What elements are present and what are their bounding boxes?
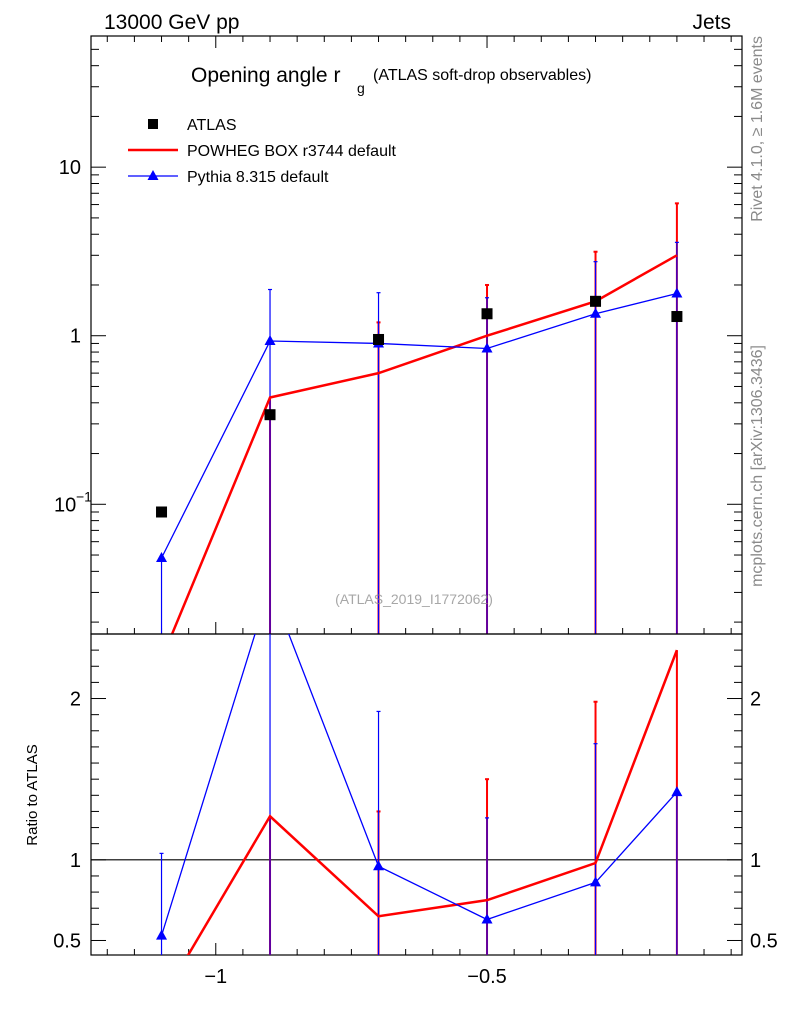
x-tick-label: −1 [204, 966, 227, 988]
ratio-y-axis-label: Ratio to ATLAS [24, 744, 41, 845]
atlas-data-point [156, 506, 168, 518]
y-tick-label: 10 [54, 494, 76, 516]
atlas-data-point [264, 409, 276, 421]
main-series-lines [160, 254, 678, 634]
legend: ATLAS POWHEG BOX r3744 default Pythia 8.… [128, 117, 397, 186]
ratio-y-tick-label-right: 0.5 [750, 930, 778, 952]
ratio-axis-ticks [91, 633, 742, 955]
ratio-series-lines [160, 634, 679, 955]
ratio-plot-panel: 0.5 0.5 1 1 2 2 −1 −0.5 [53, 633, 778, 988]
legend-label-powheg: POWHEG BOX r3744 default [187, 143, 397, 160]
pythia-marker [590, 307, 602, 318]
legend-marker-pythia [147, 170, 159, 180]
chart-title-subscript: g [357, 80, 365, 96]
pythia-marker [671, 287, 683, 298]
ratio-error-bars [159, 634, 678, 955]
pythia-marker [264, 335, 276, 346]
pythia-marker [156, 552, 168, 563]
pythia-ratio-marker [481, 913, 493, 924]
ratio-plot-frame [90, 633, 743, 956]
header-category-label: Jets [692, 11, 731, 34]
analysis-id-watermark: (ATLAS_2019_I1772062) [335, 591, 493, 607]
pythia-ratio-marker [156, 929, 168, 940]
ratio-y-tick-labels: 0.5 0.5 1 1 2 2 [53, 689, 778, 953]
y-tick-label: 10 [59, 157, 81, 179]
header-energy-label: 13000 GeV pp [104, 11, 239, 34]
ratio-y-tick-label: 0.5 [53, 930, 81, 952]
atlas-data-point [590, 295, 602, 307]
pythia-ratio-marker [373, 860, 385, 871]
x-tick-labels: −1 −0.5 [204, 966, 506, 988]
main-error-bars [160, 202, 679, 634]
ratio-y-tick-label: 2 [70, 689, 81, 711]
main-markers [156, 287, 683, 563]
legend-label-pythia: Pythia 8.315 default [187, 169, 329, 186]
mcplots-reference-label: mcplots.cern.ch [arXiv:1306.3436] [749, 345, 766, 587]
ratio-y-tick-label: 1 [70, 850, 81, 872]
pythia-series-line [160, 292, 678, 559]
powheg-ratio-line [186, 649, 679, 955]
legend-marker-atlas [148, 119, 158, 129]
y-tick-label: 1 [70, 326, 81, 348]
atlas-data-point [481, 308, 493, 320]
powheg-series-line [170, 254, 678, 634]
chart-title: Opening angle r [191, 64, 340, 87]
atlas-data-point [671, 311, 683, 323]
pythia-marker [481, 342, 493, 353]
pythia-ratio-marker [590, 876, 602, 887]
x-tick-label: −0.5 [467, 966, 506, 988]
chart-title-main: Opening angle r [191, 64, 340, 87]
atlas-data-point [373, 333, 385, 345]
chart-title-suffix: (ATLAS soft-drop observables) [373, 67, 591, 84]
pythia-ratio-marker [671, 786, 683, 797]
pythia-ratio-line [160, 634, 678, 936]
legend-label-atlas: ATLAS [187, 117, 237, 134]
rivet-version-label: Rivet 4.1.0, ≥ 1.6M events [749, 36, 766, 222]
ratio-y-tick-label-right: 2 [750, 689, 761, 711]
ratio-markers [156, 786, 683, 940]
y-tick-label-exponent: −1 [76, 488, 92, 504]
ratio-y-tick-label-right: 1 [750, 850, 761, 872]
